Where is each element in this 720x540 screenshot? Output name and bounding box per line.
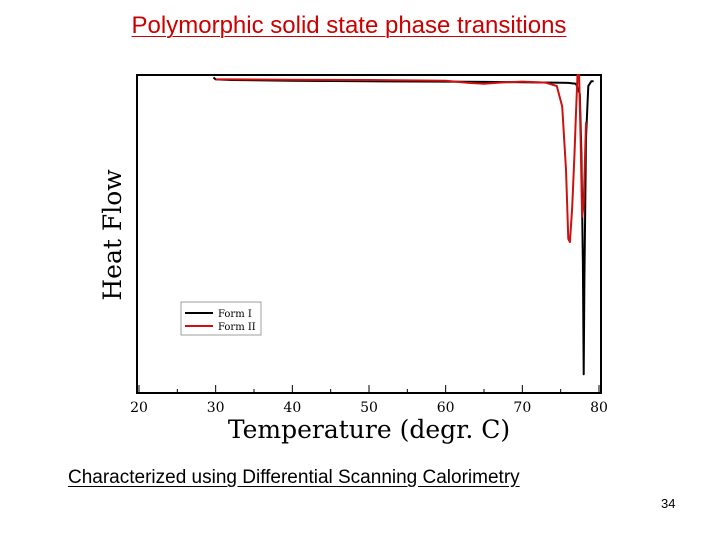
x-tick-label-20: 20	[130, 400, 148, 416]
x-tick-label-70: 70	[513, 400, 531, 416]
slide-subtitle: Characterized using Differential Scannin…	[68, 467, 520, 488]
plot-frame	[136, 74, 602, 394]
series-line-form-ii	[215, 74, 587, 243]
x-tick-label-60: 60	[437, 400, 455, 416]
y-axis-label: Heat Flow	[98, 169, 127, 301]
x-tick-label-80: 80	[590, 400, 608, 416]
series-group	[212, 74, 594, 376]
x-axis-label: Temperature (degr. C)	[228, 415, 510, 444]
x-tick-label-30: 30	[207, 400, 225, 416]
page-number: 34	[661, 496, 676, 511]
legend-label-form-i: Form I	[218, 309, 252, 320]
x-axis: 20 30 40 50 60 70 80	[130, 385, 608, 416]
slide-title: Polymorphic solid state phase transition…	[131, 12, 567, 39]
x-tick-label-50: 50	[360, 400, 378, 416]
legend-label-form-ii: Form II	[218, 322, 256, 333]
x-tick-label-40: 40	[283, 400, 301, 416]
legend-box	[180, 301, 262, 336]
legend: Form I Form II	[180, 301, 262, 336]
series-line-form-i	[212, 76, 594, 376]
